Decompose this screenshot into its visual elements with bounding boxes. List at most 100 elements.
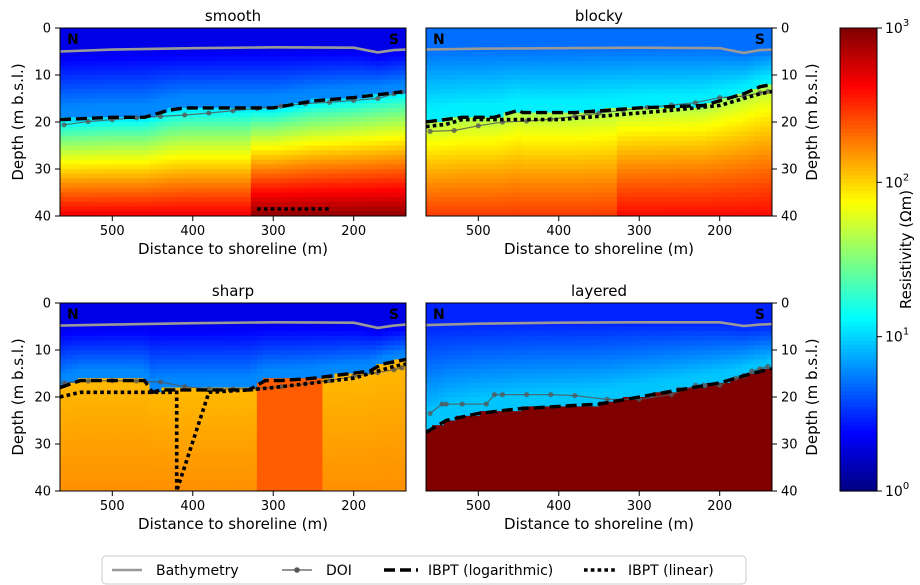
field-cell <box>382 187 389 194</box>
field-cell <box>316 140 324 147</box>
field-cell <box>569 187 576 194</box>
field-cell <box>748 211 755 216</box>
field-cell <box>346 159 353 165</box>
field-cell <box>382 173 389 179</box>
field-cell <box>65 169 73 175</box>
field-cell <box>503 65 511 71</box>
field-cell <box>551 107 558 114</box>
field-cell <box>599 169 606 175</box>
field-cell <box>131 32 139 38</box>
field-cell <box>328 183 336 189</box>
field-cell <box>760 150 767 156</box>
field-cell <box>322 173 330 179</box>
field-cell <box>340 103 347 109</box>
field-cell <box>473 89 481 95</box>
field-cell <box>712 65 719 71</box>
field-cell <box>155 93 163 100</box>
field-cell <box>539 112 546 118</box>
field-cell <box>262 136 270 142</box>
field-cell <box>688 140 696 147</box>
field-cell <box>370 201 377 208</box>
field-cell <box>581 150 588 156</box>
field-cell <box>256 201 264 208</box>
field-cell <box>352 56 359 62</box>
field-cell <box>400 93 406 100</box>
field-cell <box>760 122 767 128</box>
field-cell <box>77 406 85 412</box>
field-cell <box>65 42 73 48</box>
field-cell <box>310 201 318 208</box>
field-cell <box>682 79 690 85</box>
field-cell <box>340 159 347 165</box>
field-cell <box>131 131 139 137</box>
field-cell <box>77 136 85 142</box>
field-cell <box>682 46 690 53</box>
field-cell <box>431 187 439 194</box>
field-cell <box>652 197 660 203</box>
field-cell <box>461 84 469 90</box>
field-cell <box>724 79 731 85</box>
field-cell <box>622 192 630 198</box>
field-cell <box>65 472 73 478</box>
field-cell <box>346 70 353 76</box>
field-cell <box>718 150 725 156</box>
field-cell <box>292 98 300 104</box>
field-cell <box>65 434 73 440</box>
field-cell <box>467 154 475 161</box>
field-cell <box>652 117 660 123</box>
field-cell <box>742 140 749 147</box>
bathymetry-line <box>60 45 406 54</box>
field-cell <box>125 103 133 109</box>
field-cell <box>83 93 91 100</box>
field-cell <box>742 84 749 90</box>
field-cell <box>65 458 73 464</box>
field-cell <box>382 122 389 128</box>
field-cell <box>575 192 582 198</box>
field-cell <box>65 126 73 132</box>
field-cell <box>191 211 198 216</box>
field-cell <box>113 183 121 189</box>
field-cell <box>60 458 67 464</box>
field-cell <box>119 32 127 38</box>
field-cell <box>628 56 636 62</box>
field-cell <box>634 154 642 161</box>
field-cell <box>292 211 300 216</box>
field-cell <box>322 201 330 208</box>
field-cell <box>461 211 469 216</box>
field-cell <box>509 206 517 212</box>
field-cell <box>754 65 761 71</box>
field-cell <box>238 84 246 90</box>
field-cell <box>221 65 228 71</box>
field-cell <box>352 131 359 137</box>
field-cell <box>209 173 216 179</box>
field-cell <box>533 192 540 198</box>
field-cell <box>437 154 445 161</box>
field-cell <box>742 117 749 123</box>
field-cell <box>268 70 276 76</box>
field-cell <box>131 122 139 128</box>
field-cell <box>694 126 702 132</box>
field-cell <box>346 169 353 175</box>
field-cell <box>724 42 731 48</box>
field-cell <box>670 46 678 53</box>
field-cell <box>340 206 347 212</box>
field-cell <box>250 173 258 179</box>
field-cell <box>340 93 347 100</box>
field-cell <box>149 159 157 165</box>
field-cell <box>328 56 336 62</box>
field-cell <box>551 42 558 48</box>
corner-label-s: S <box>389 32 399 48</box>
field-cell <box>65 206 73 212</box>
field-cell <box>712 150 719 156</box>
field-cell <box>328 154 336 161</box>
field-cell <box>119 112 127 118</box>
field-cell <box>599 131 606 137</box>
field-cell <box>694 201 702 208</box>
field-cell <box>352 197 359 203</box>
field-cell <box>394 37 401 43</box>
field-cell <box>557 211 564 216</box>
field-cell <box>581 70 588 76</box>
field-cell <box>304 75 312 81</box>
field-cell <box>268 183 276 189</box>
field-cell <box>244 89 252 95</box>
